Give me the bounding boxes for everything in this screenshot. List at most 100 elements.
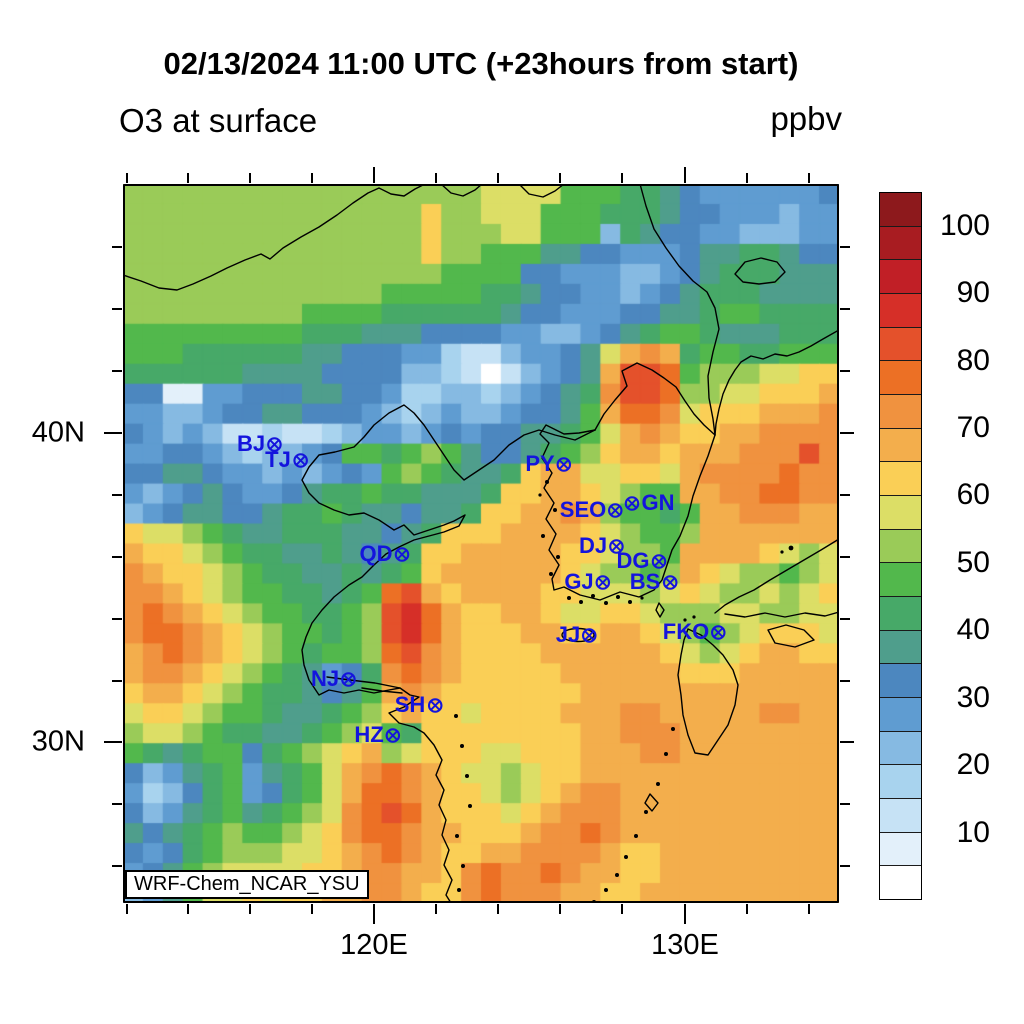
coastline xyxy=(539,424,716,601)
station-marker-fko: FKO xyxy=(663,621,727,643)
colorbar-segment xyxy=(880,730,921,765)
station-marker-py: PY xyxy=(525,453,572,475)
coastline-shikoku xyxy=(767,624,815,648)
coastline-honshu xyxy=(714,538,839,614)
colorbar-segment xyxy=(880,259,921,294)
colorbar-segment xyxy=(880,798,921,832)
amami-island xyxy=(644,793,659,812)
colorbar xyxy=(879,192,922,900)
station-symbol-icon xyxy=(582,627,598,643)
station-label: GN xyxy=(641,490,675,515)
station-marker-dj: DJ xyxy=(579,535,625,557)
colorbar-tick-label: 70 xyxy=(956,411,990,444)
colorbar-tick-label: 20 xyxy=(956,748,990,782)
station-marker-dg: DG xyxy=(617,550,668,572)
station-marker-hz: HZ xyxy=(354,724,401,746)
colorbar-segment xyxy=(880,596,921,630)
colorbar-segment xyxy=(880,193,921,226)
station-symbol-icon xyxy=(609,538,624,554)
station-marker-gj: GJ xyxy=(564,571,611,593)
station-symbol-icon xyxy=(341,671,356,687)
y-axis-label-30n: 30N xyxy=(31,725,85,758)
station-symbol-icon xyxy=(595,574,611,590)
colorbar-segment xyxy=(880,831,921,866)
station-label: FKO xyxy=(662,619,710,644)
colorbar-segment xyxy=(880,293,921,327)
station-marker-nj: NJ xyxy=(311,668,357,690)
station-symbol-icon xyxy=(293,452,308,468)
station-label: NJ xyxy=(310,666,340,691)
ozone-heatmap-canvas xyxy=(123,184,839,903)
colorbar-segment xyxy=(880,865,921,900)
figure-title: 02/13/2024 11:00 UTC (+23hours from star… xyxy=(163,46,799,81)
station-label: SEO xyxy=(559,497,607,522)
colorbar-segment xyxy=(880,764,921,799)
x-axis-label-120e: 120E xyxy=(340,929,408,961)
colorbar-segment xyxy=(880,562,921,597)
station-marker-sh: SH xyxy=(395,694,444,716)
station-symbol-icon xyxy=(385,727,401,743)
station-symbol-icon xyxy=(651,553,667,569)
station-marker-qd: QD xyxy=(360,543,411,565)
station-label: GJ xyxy=(564,569,594,594)
colorbar-segment xyxy=(880,427,921,462)
colorbar-segment xyxy=(880,495,921,529)
station-symbol-icon xyxy=(556,456,572,472)
station-label: HZ xyxy=(354,722,384,747)
colorbar-segment xyxy=(880,360,921,395)
station-marker-tj: TJ xyxy=(265,449,309,471)
station-label: DJ xyxy=(578,533,608,558)
station-label: BS xyxy=(629,569,661,594)
colorbar-tick-label: 100 xyxy=(939,208,990,242)
colorbar-segment xyxy=(880,697,921,731)
station-label: PY xyxy=(525,451,555,476)
lake-outline xyxy=(734,257,786,285)
jeju-island xyxy=(561,627,595,643)
border-line xyxy=(518,184,565,198)
border-line xyxy=(639,184,720,436)
station-symbol-icon xyxy=(608,502,624,518)
station-label: JJ xyxy=(555,622,581,647)
coastlines-svg xyxy=(123,184,839,903)
river-line xyxy=(361,687,403,694)
colorbar-segment xyxy=(880,461,921,496)
border-line xyxy=(594,362,716,436)
coastline-seto xyxy=(724,611,839,618)
station-symbol-icon xyxy=(267,436,282,452)
colorbar-segment xyxy=(880,629,921,664)
station-label: BJ xyxy=(236,431,266,456)
border-line xyxy=(123,184,430,291)
colorbar-tick-label: 90 xyxy=(956,276,990,310)
station-label: TJ xyxy=(265,447,291,472)
colorbar-tick-label: 10 xyxy=(956,815,990,849)
station-marker-bs: BS xyxy=(630,571,679,593)
tsushima-island xyxy=(655,602,665,618)
station-label: SH xyxy=(394,692,426,717)
colorbar-segment xyxy=(880,528,921,563)
map-plot: BJ TJ PY SEO GN QD DJ DG GJ BS JJ FKO NJ SH HZ WRF-Che… xyxy=(123,184,839,903)
variable-label: O3 at surface xyxy=(119,102,318,139)
y-axis-label-40n: 40N xyxy=(31,416,85,449)
colorbar-tick-label: 30 xyxy=(956,680,990,714)
station-symbol-icon xyxy=(711,624,726,640)
small-islands xyxy=(454,480,794,903)
station-marker-jj: JJ xyxy=(556,624,598,646)
station-symbol-icon xyxy=(662,574,678,590)
coastline xyxy=(301,404,596,903)
colorbar-segment xyxy=(880,663,921,698)
model-label: WRF-Chem_NCAR_YSU xyxy=(125,870,369,899)
colorbar-tick-label: 80 xyxy=(956,343,990,377)
station-symbol-icon xyxy=(427,697,443,713)
station-marker-seo: SEO xyxy=(560,499,624,521)
colorbar-segment xyxy=(880,225,921,260)
unit-label: ppbv xyxy=(770,100,842,137)
x-axis-label-130e: 130E xyxy=(651,929,719,961)
border-line xyxy=(440,184,483,197)
station-marker-gn: GN xyxy=(624,492,675,514)
station-label: DG xyxy=(616,548,650,573)
station-symbol-icon xyxy=(624,495,640,511)
colorbar-tick-label: 50 xyxy=(956,545,990,579)
colorbar-tick-label: 60 xyxy=(956,478,990,512)
station-label: QD xyxy=(359,541,393,566)
